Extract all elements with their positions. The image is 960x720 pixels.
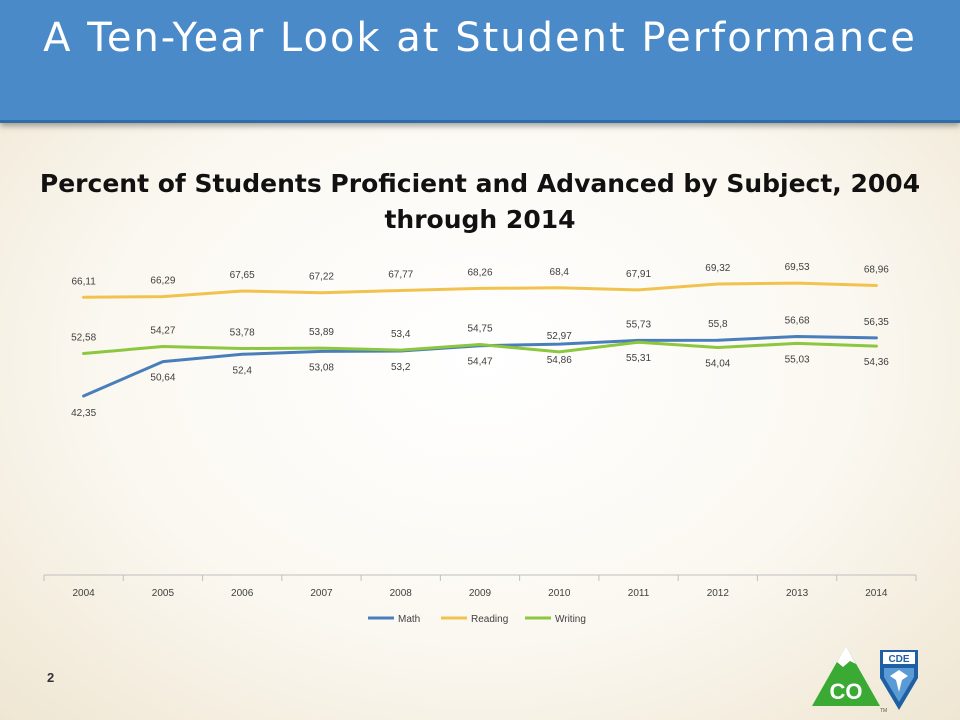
x-tick-label: 2014 [865, 588, 888, 599]
data-label-reading: 67,22 [309, 272, 334, 283]
svg-text:CO: CO [830, 679, 863, 704]
series-line-reading [82, 281, 878, 299]
data-label-math: 56,35 [864, 317, 889, 328]
data-label-writing: 53,89 [309, 327, 334, 338]
data-label-math: 52,4 [232, 365, 252, 376]
data-label-writing: 52,58 [71, 333, 96, 344]
data-label-reading: 67,91 [626, 269, 651, 280]
data-label-math: 55,8 [708, 319, 728, 330]
data-label-writing: 52,97 [547, 331, 572, 342]
page-number: 2 [47, 670, 55, 685]
x-tick-label: 2013 [786, 588, 809, 599]
data-label-reading: 67,65 [230, 270, 255, 281]
data-label-math: 53,08 [309, 362, 334, 373]
data-label-reading: 68,4 [550, 267, 570, 278]
data-label-reading: 69,32 [705, 263, 730, 274]
data-label-writing: 54,75 [467, 324, 492, 335]
x-tick-label: 2009 [469, 588, 492, 599]
data-label-writing: 54,04 [705, 358, 730, 369]
data-label-writing: 53,4 [391, 329, 411, 340]
x-tick-label: 2005 [152, 588, 175, 599]
data-label-math: 55,73 [626, 319, 651, 330]
data-label-math: 54,47 [467, 357, 492, 368]
x-tick-label: 2007 [310, 588, 333, 599]
legend-label-math: Math [398, 614, 420, 625]
data-label-writing: 55,31 [626, 353, 651, 364]
x-tick-label: 2004 [73, 588, 96, 599]
data-label-math: 50,64 [150, 373, 175, 384]
data-label-reading: 66,11 [71, 276, 96, 287]
series-line-writing [82, 340, 878, 355]
data-label-reading: 66,29 [150, 276, 175, 287]
x-tick-label: 2012 [707, 588, 730, 599]
legend-label-reading: Reading [471, 614, 508, 625]
data-label-math: 56,68 [785, 316, 810, 327]
data-label-writing: 54,27 [150, 326, 175, 337]
data-label-math: 53,2 [391, 362, 411, 373]
x-tick-label: 2008 [390, 588, 413, 599]
x-tick-label: 2006 [231, 588, 254, 599]
slide-title: A Ten-Year Look at Student Performance [43, 15, 917, 61]
data-label-reading: 67,77 [388, 269, 413, 280]
data-label-math: 54,86 [547, 355, 572, 366]
data-label-writing: 53,78 [230, 328, 255, 339]
x-tick-label: 2010 [548, 588, 571, 599]
chart-title: Percent of Students Proficient and Advan… [39, 169, 921, 234]
co-triangle-icon: CO [812, 646, 880, 706]
data-label-reading: 68,26 [467, 267, 492, 278]
data-label-reading: 69,53 [785, 262, 810, 273]
cde-colorado-logo: CO CDE TM [812, 646, 918, 714]
cde-shield-icon: CDE [880, 650, 918, 710]
legend-label-writing: Writing [555, 614, 586, 625]
svg-text:TM: TM [880, 708, 887, 714]
x-tick-label: 2011 [628, 588, 650, 599]
svg-text:CDE: CDE [888, 654, 909, 665]
data-label-writing: 55,03 [785, 354, 810, 365]
data-label-reading: 68,96 [864, 265, 889, 276]
slide-header: A Ten-Year Look at Student Performance [0, 0, 960, 123]
data-label-writing: 54,36 [864, 357, 889, 368]
data-label-math: 42,35 [71, 408, 96, 419]
